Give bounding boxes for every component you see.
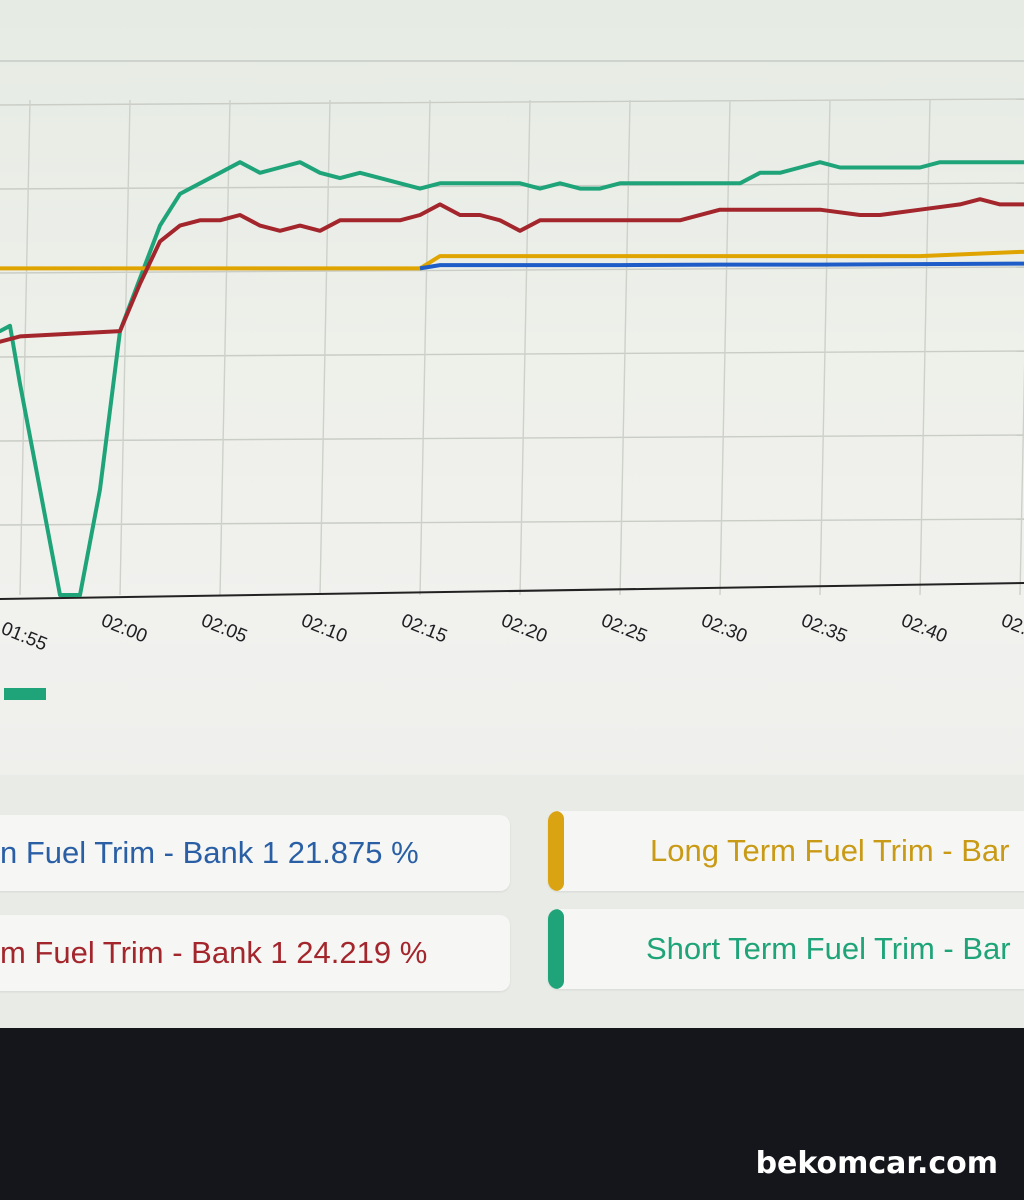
grid-line-vertical [119, 99, 131, 596]
series-line-long-term-fuel-trim-bank-2 [0, 197, 1024, 344]
chart-grid [0, 98, 1024, 596]
legend-item-label: Short Term Fuel Trim - Bar [646, 931, 1011, 966]
grid-line-horizontal [0, 518, 1024, 526]
legend-item-bank1-short-term[interactable]: m Fuel Trim - Bank 1 24.219 % [0, 915, 510, 991]
x-tick-label: 02:35 [798, 610, 850, 647]
legend-item-bank1-long-term[interactable]: n Fuel Trim - Bank 1 21.875 % [0, 815, 510, 891]
series-line-short-term-fuel-trim-bank-1 [0, 160, 1024, 597]
x-tick-label: 02:30 [698, 610, 750, 647]
grid-line-vertical [219, 99, 231, 596]
x-tick-label: 02:10 [298, 610, 350, 647]
x-tick-label: 02:40 [898, 610, 950, 647]
grid-line-vertical [819, 99, 831, 596]
legend-item-long-term-bank2[interactable]: Long Term Fuel Trim - Bar [548, 811, 1024, 891]
legend-panel: n Fuel Trim - Bank 1 21.875 % Long Term … [0, 775, 1024, 1028]
x-tick-label: 02:00 [98, 610, 150, 647]
x-tick-label: 02:15 [398, 610, 450, 647]
legend-color-bar [548, 909, 564, 989]
grid-line-vertical [319, 99, 331, 596]
grid-line-vertical [419, 99, 431, 596]
legend-item-label: Long Term Fuel Trim - Bar [650, 833, 1010, 868]
grid-line-horizontal [0, 350, 1024, 358]
x-tick-label: 02:20 [498, 610, 550, 647]
series-line-short-term-fuel-trim-bank-2 [419, 261, 1024, 271]
grid-line-vertical [19, 99, 31, 596]
grid-line-horizontal [0, 434, 1024, 442]
legend-swatch-short-term [4, 688, 46, 700]
x-tick-label: 01:55 [0, 618, 50, 655]
chart-top-border [0, 60, 1024, 62]
x-tick-label: 02:45 [998, 610, 1024, 647]
chart-x-axis [0, 582, 1024, 600]
series-line-long-term-fuel-trim-bank-1 [0, 249, 1024, 271]
legend-item-short-term-bank2[interactable]: Short Term Fuel Trim - Bar [548, 909, 1024, 989]
app-screen: 01:55 02:00 02:05 02:10 02:15 02:20 02:25 02:30… [0, 0, 1024, 1028]
grid-line-horizontal [0, 98, 1024, 106]
legend-item-label: n Fuel Trim - Bank 1 21.875 % [0, 835, 419, 870]
grid-line-vertical [1019, 362, 1024, 596]
fuel-trim-line-chart: 01:55 02:00 02:05 02:10 02:15 02:20 02:25 02:30… [0, 98, 1024, 655]
watermark-text: bekomcar.com [755, 1146, 998, 1181]
grid-line-vertical [519, 99, 531, 596]
grid-line-horizontal [0, 266, 1024, 274]
chart-series [0, 160, 1024, 597]
grid-line-vertical [919, 99, 931, 596]
legend-color-bar [548, 811, 564, 891]
chart-x-tick-labels: 01:55 02:00 02:05 02:10 02:15 02:20 02:25 02:30… [0, 610, 1024, 655]
x-tick-label: 02:25 [598, 610, 650, 647]
x-tick-label: 02:05 [198, 610, 250, 647]
x-axis-line [0, 582, 1024, 600]
grid-line-horizontal [0, 182, 1024, 190]
legend-item-label: m Fuel Trim - Bank 1 24.219 % [0, 935, 428, 970]
